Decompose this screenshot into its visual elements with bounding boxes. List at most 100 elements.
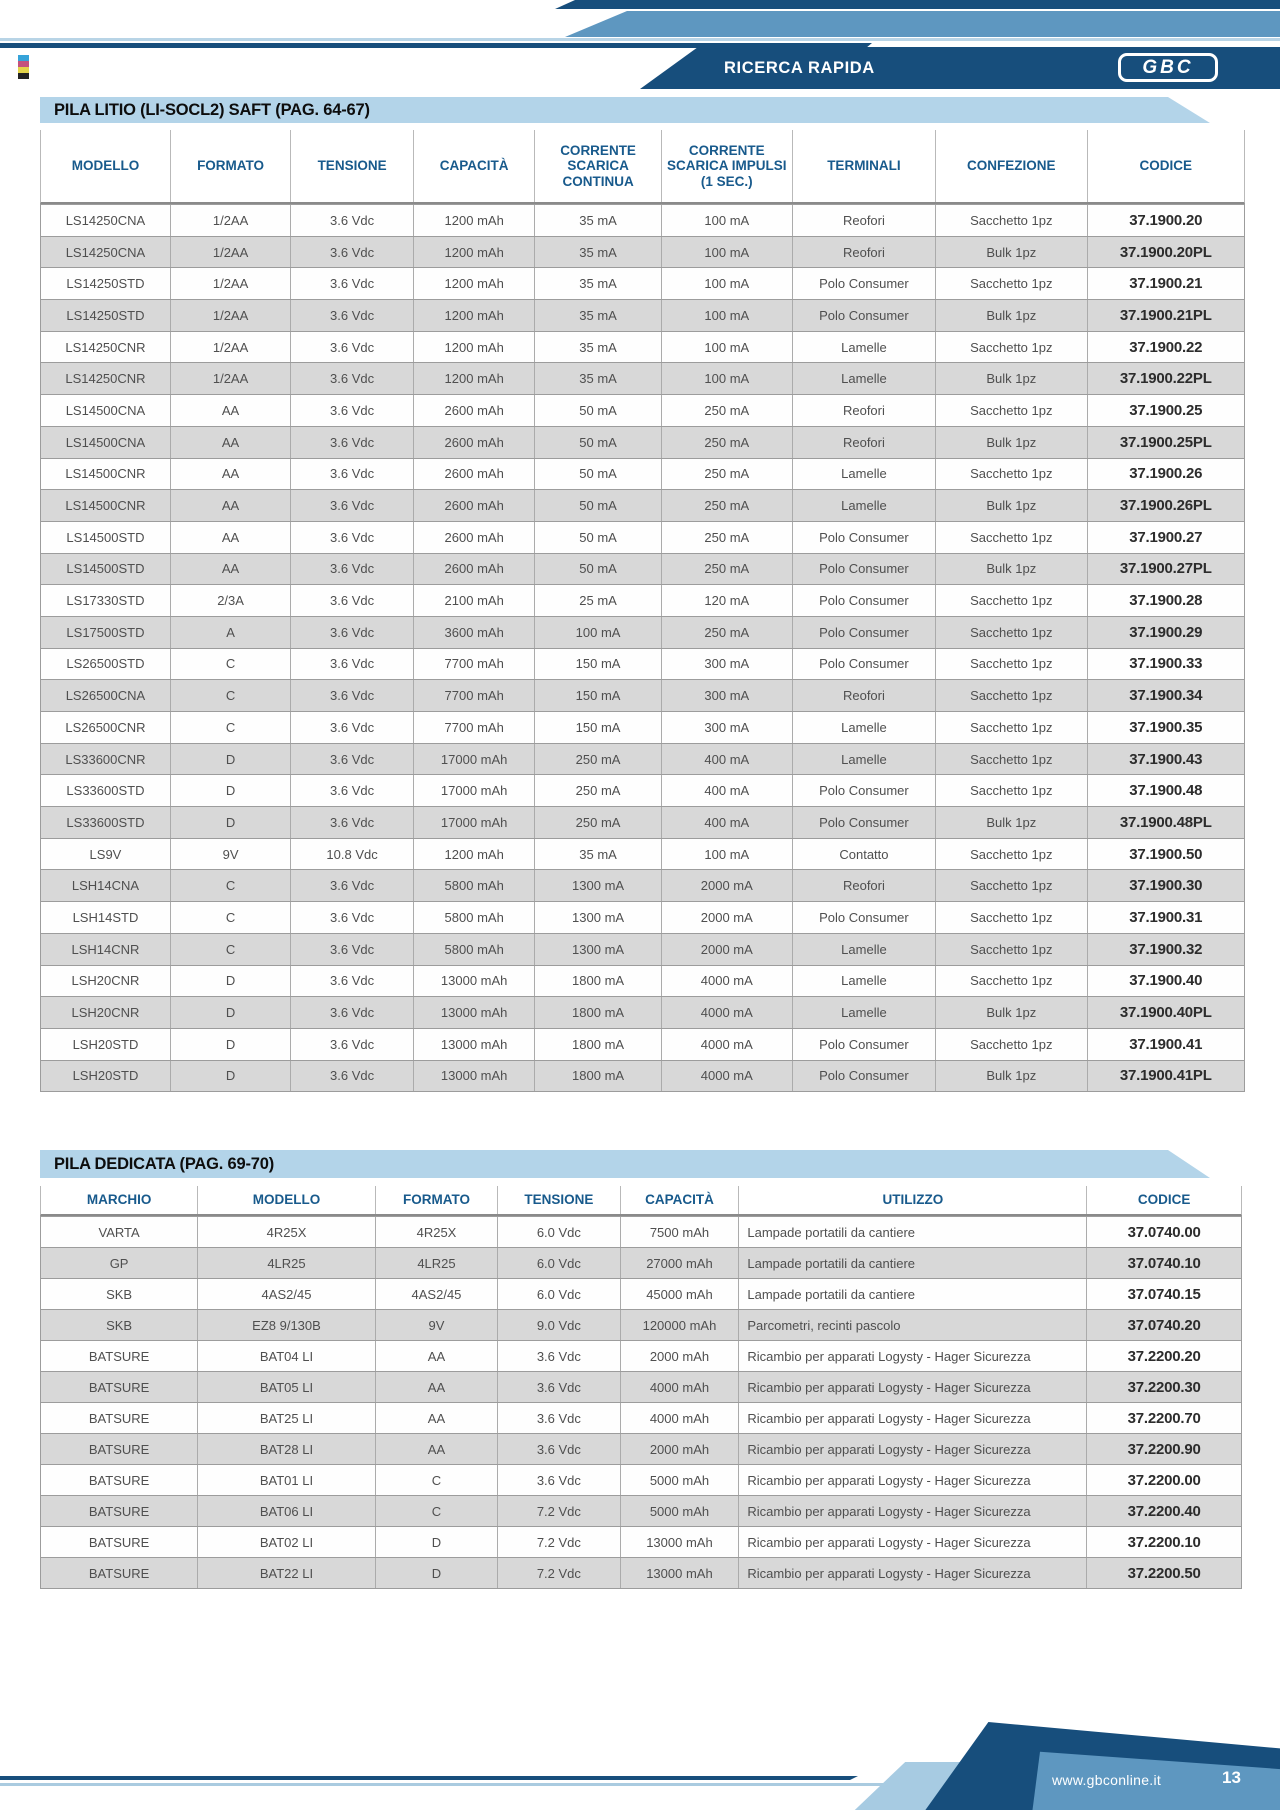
cell: LS17330STD — [41, 585, 171, 616]
cell: Sacchetto 1pz — [936, 965, 1088, 997]
reg-cyan — [18, 55, 29, 61]
header-top-strip — [555, 0, 1280, 9]
header-blue-band — [565, 11, 1280, 37]
cell: 25 mA — [535, 585, 662, 616]
column-header: CONFEZIONE — [936, 130, 1088, 202]
cell: AA — [171, 490, 292, 521]
section-title: PILA LITIO (LI-SOCL2) SAFT (PAG. 64-67) — [54, 101, 370, 119]
cell-code: 37.0740.10 — [1127, 1254, 1201, 1272]
cell: D — [171, 807, 292, 838]
cell: 50 mA — [535, 521, 662, 553]
cell: 50 mA — [535, 426, 662, 458]
cell: 6.0 Vdc — [498, 1217, 621, 1247]
cell: 17000 mAh — [414, 743, 536, 775]
cell: Sacchetto 1pz — [936, 870, 1088, 902]
table-row: LS9V 9V 10.8 Vdc 1200 mAh 35 mA 100 mA Contatt… — [41, 838, 1244, 871]
cell-code: 37.1900.21 — [1129, 275, 1203, 293]
cell: 4R25X — [198, 1217, 376, 1247]
cell: AA — [171, 458, 292, 490]
cell: Reofori — [793, 426, 937, 458]
cell: 2600 mAh — [414, 521, 536, 553]
table-row: SKB EZ8 9/130B 9V 9.0 Vdc 120000 mAh Parcomet… — [41, 1310, 1241, 1341]
cell: 1300 mA — [535, 870, 662, 902]
cell: D — [376, 1527, 499, 1557]
cell: Lamelle — [793, 933, 937, 965]
cell: LSH14CNA — [41, 870, 171, 902]
cell: Ricambio per apparati Logysty - Hager Si… — [739, 1527, 1088, 1557]
table-row: LSH14CNR C 3.6 Vdc 5800 mAh 1300 mA 2000 mA La… — [41, 933, 1244, 966]
cell-code: 37.1900.21PL — [1119, 306, 1212, 324]
table-row: LSH20CNR D 3.6 Vdc 13000 mAh 1800 mA 4000 mA L… — [41, 965, 1244, 998]
cell: 4LR25 — [198, 1248, 376, 1278]
cell: C — [171, 648, 292, 680]
cell: Ricambio per apparati Logysty - Hager Si… — [739, 1403, 1088, 1433]
cell: Parcometri, recinti pascolo — [739, 1310, 1088, 1340]
cell-code: 37.1900.34 — [1129, 687, 1203, 705]
cell: 100 mA — [662, 331, 793, 363]
table-row: LS14250CNA 1/2AA 3.6 Vdc 1200 mAh 35 mA 100 m… — [41, 205, 1244, 237]
cell: 50 mA — [535, 395, 662, 426]
column-header: TERMINALI — [793, 130, 937, 202]
cell: 250 mA — [535, 807, 662, 838]
cell: 300 mA — [662, 648, 793, 680]
cell: BATSURE — [41, 1372, 199, 1402]
cell-code: 37.0740.15 — [1127, 1285, 1201, 1303]
cell: LSH14CNR — [41, 933, 171, 965]
cell: 5800 mAh — [414, 870, 536, 902]
cell: LSH20STD — [41, 1028, 171, 1060]
column-header: TENSIONE — [291, 130, 414, 202]
cell: Sacchetto 1pz — [936, 616, 1088, 648]
cell: SKB — [41, 1310, 199, 1340]
cell: 2/3A — [171, 585, 292, 616]
footer-light-rule — [0, 1783, 948, 1786]
cell: Sacchetto 1pz — [936, 743, 1088, 775]
cell: 13000 mAh — [414, 1028, 536, 1060]
cell: 13000 mAh — [621, 1558, 740, 1588]
cell: Sacchetto 1pz — [936, 775, 1088, 807]
cell: 100 mA — [662, 205, 793, 236]
cell: 35 mA — [535, 363, 662, 395]
header-dark-rule — [0, 43, 872, 48]
cell: 150 mA — [535, 712, 662, 743]
cell: 3.6 Vdc — [291, 616, 414, 648]
table-row: LS14250STD 1/2AA 3.6 Vdc 1200 mAh 35 mA 100 m… — [41, 268, 1244, 301]
cell: 3.6 Vdc — [291, 870, 414, 902]
cell: Sacchetto 1pz — [936, 933, 1088, 965]
website-link[interactable]: www.gbconline.it — [1052, 1772, 1162, 1788]
cell-code: 37.1900.48 — [1129, 782, 1203, 800]
cell-code: 37.2200.10 — [1127, 1533, 1201, 1551]
cell: C — [171, 902, 292, 933]
column-header: CORRENTE SCARICA CONTINUA — [535, 130, 662, 202]
cell: 5000 mAh — [621, 1496, 740, 1526]
cell: 250 mA — [662, 553, 793, 585]
cell: LS33600STD — [41, 807, 171, 838]
cell: GP — [41, 1248, 199, 1278]
cell: 3.6 Vdc — [291, 395, 414, 426]
column-header: UTILIZZO — [739, 1186, 1088, 1214]
cell: Ricambio per apparati Logysty - Hager Si… — [739, 1434, 1088, 1464]
cell: BAT05 LI — [198, 1372, 376, 1402]
cell: 250 mA — [662, 521, 793, 553]
cell: 3.6 Vdc — [291, 807, 414, 838]
cell: 3.6 Vdc — [291, 997, 414, 1028]
cell: 2000 mAh — [621, 1434, 740, 1464]
cell: BAT06 LI — [198, 1496, 376, 1526]
column-header: FORMATO — [376, 1186, 499, 1214]
cell: 2000 mA — [662, 870, 793, 902]
reg-black — [18, 73, 29, 79]
cell: 4AS2/45 — [376, 1279, 499, 1309]
cell: 250 mA — [662, 490, 793, 521]
footer-blue-shape: www.gbconline.it 13 — [1032, 1751, 1280, 1810]
cell: 100 mA — [662, 268, 793, 300]
cell: Bulk 1pz — [936, 807, 1088, 838]
table-row: BATSURE BAT05 LI AA 3.6 Vdc 4000 mAh Ricambio… — [41, 1372, 1241, 1403]
cell: LS14250CNR — [41, 331, 171, 363]
cell-code: 37.2200.40 — [1127, 1502, 1201, 1520]
cell: AA — [171, 553, 292, 585]
cell: 5800 mAh — [414, 933, 536, 965]
cell: LS14250CNA — [41, 205, 171, 236]
table-row: BATSURE BAT25 LI AA 3.6 Vdc 4000 mAh Ricambio… — [41, 1403, 1241, 1434]
cell: 1200 mAh — [414, 268, 536, 300]
cell: 5800 mAh — [414, 902, 536, 933]
cell: 3.6 Vdc — [291, 205, 414, 236]
